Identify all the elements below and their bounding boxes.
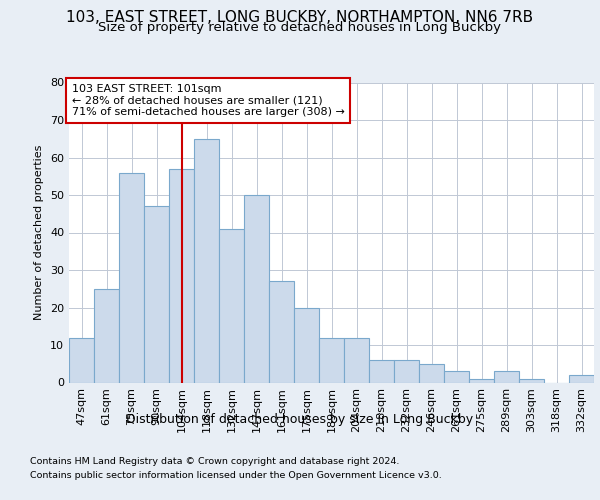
Bar — [194, 138, 219, 382]
Text: Contains HM Land Registry data © Crown copyright and database right 2024.: Contains HM Land Registry data © Crown c… — [30, 458, 400, 466]
Bar — [119, 172, 144, 382]
Bar — [394, 360, 419, 382]
Bar — [294, 308, 319, 382]
Text: Contains public sector information licensed under the Open Government Licence v3: Contains public sector information licen… — [30, 471, 442, 480]
Bar — [419, 364, 444, 382]
Text: 103 EAST STREET: 101sqm
← 28% of detached houses are smaller (121)
71% of semi-d: 103 EAST STREET: 101sqm ← 28% of detache… — [71, 84, 344, 117]
Y-axis label: Number of detached properties: Number of detached properties — [34, 145, 44, 320]
Bar — [169, 169, 194, 382]
Text: Size of property relative to detached houses in Long Buckby: Size of property relative to detached ho… — [98, 21, 502, 34]
Bar — [319, 338, 344, 382]
Bar — [569, 375, 594, 382]
Bar — [494, 371, 519, 382]
Bar — [469, 379, 494, 382]
Bar — [344, 338, 369, 382]
Bar — [219, 229, 244, 382]
Bar — [519, 379, 544, 382]
Bar — [94, 289, 119, 382]
Bar — [444, 371, 469, 382]
Bar — [244, 195, 269, 382]
Bar — [269, 281, 294, 382]
Text: 103, EAST STREET, LONG BUCKBY, NORTHAMPTON, NN6 7RB: 103, EAST STREET, LONG BUCKBY, NORTHAMPT… — [67, 10, 533, 25]
Text: Distribution of detached houses by size in Long Buckby: Distribution of detached houses by size … — [127, 412, 473, 426]
Bar — [369, 360, 394, 382]
Bar — [144, 206, 169, 382]
Bar — [69, 338, 94, 382]
